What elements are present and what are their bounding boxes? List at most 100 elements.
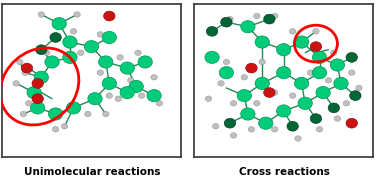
Circle shape (115, 96, 121, 101)
Circle shape (313, 29, 319, 34)
Circle shape (325, 77, 332, 83)
Circle shape (102, 31, 116, 44)
Circle shape (312, 51, 326, 64)
Circle shape (307, 70, 314, 75)
Text: Cross reactions: Cross reactions (239, 167, 330, 177)
Circle shape (48, 108, 63, 120)
Circle shape (254, 13, 260, 19)
Circle shape (77, 50, 84, 56)
Circle shape (276, 67, 291, 79)
Circle shape (45, 56, 59, 68)
Circle shape (103, 111, 109, 117)
Circle shape (295, 136, 301, 141)
Circle shape (117, 55, 123, 60)
Circle shape (104, 11, 115, 21)
Circle shape (294, 77, 309, 90)
Circle shape (276, 105, 291, 117)
Circle shape (138, 93, 145, 98)
Circle shape (66, 102, 81, 114)
Circle shape (34, 71, 48, 83)
Circle shape (230, 133, 237, 138)
Circle shape (328, 103, 340, 113)
Circle shape (26, 101, 32, 106)
Circle shape (218, 81, 224, 86)
Circle shape (27, 86, 41, 99)
Circle shape (224, 118, 236, 128)
Circle shape (264, 88, 275, 98)
Circle shape (246, 63, 257, 73)
Circle shape (330, 59, 345, 71)
Circle shape (290, 29, 296, 34)
Circle shape (248, 127, 255, 132)
Circle shape (98, 56, 113, 68)
Circle shape (334, 77, 348, 90)
Circle shape (120, 62, 134, 74)
Circle shape (52, 18, 66, 30)
Circle shape (205, 51, 219, 64)
Circle shape (271, 127, 278, 132)
Circle shape (63, 36, 77, 48)
Circle shape (156, 101, 163, 106)
Circle shape (32, 94, 43, 104)
Circle shape (264, 14, 275, 24)
Circle shape (223, 59, 230, 65)
Circle shape (70, 29, 77, 34)
Circle shape (346, 53, 357, 62)
Circle shape (35, 45, 47, 55)
Circle shape (97, 70, 104, 75)
Circle shape (206, 26, 218, 36)
Circle shape (312, 67, 326, 79)
Circle shape (138, 56, 152, 68)
Circle shape (241, 21, 255, 33)
Circle shape (38, 12, 44, 17)
Circle shape (346, 118, 357, 128)
Circle shape (120, 86, 134, 99)
Circle shape (221, 17, 232, 27)
Circle shape (230, 101, 237, 106)
Circle shape (147, 90, 161, 102)
Circle shape (294, 36, 309, 48)
Circle shape (241, 74, 248, 80)
Circle shape (135, 50, 141, 56)
Circle shape (227, 16, 233, 22)
Circle shape (241, 108, 255, 120)
Circle shape (129, 80, 143, 93)
Circle shape (212, 123, 219, 129)
Circle shape (127, 77, 134, 83)
Circle shape (84, 111, 91, 117)
Circle shape (63, 51, 77, 64)
Circle shape (356, 85, 362, 91)
Circle shape (310, 42, 322, 52)
Circle shape (50, 33, 61, 42)
Circle shape (31, 102, 45, 114)
Circle shape (88, 93, 102, 105)
Circle shape (61, 123, 68, 129)
Circle shape (259, 59, 265, 65)
Circle shape (151, 74, 157, 80)
Circle shape (298, 97, 312, 109)
Circle shape (255, 77, 269, 90)
Circle shape (21, 63, 33, 73)
Circle shape (219, 67, 233, 79)
Circle shape (259, 117, 273, 129)
Circle shape (271, 13, 278, 19)
Circle shape (17, 59, 23, 65)
Circle shape (287, 121, 298, 131)
Circle shape (348, 70, 355, 75)
Circle shape (310, 114, 322, 123)
Circle shape (254, 101, 260, 106)
Circle shape (331, 50, 337, 56)
Circle shape (84, 40, 98, 53)
Text: Unimolecular reactions: Unimolecular reactions (24, 167, 161, 177)
Circle shape (32, 78, 43, 88)
Circle shape (106, 93, 113, 98)
Circle shape (290, 93, 296, 98)
Circle shape (255, 36, 269, 48)
Circle shape (343, 101, 349, 106)
Circle shape (334, 116, 341, 121)
Circle shape (271, 90, 278, 95)
Circle shape (20, 111, 27, 117)
Circle shape (237, 90, 251, 102)
Circle shape (22, 70, 28, 75)
Circle shape (13, 81, 20, 86)
